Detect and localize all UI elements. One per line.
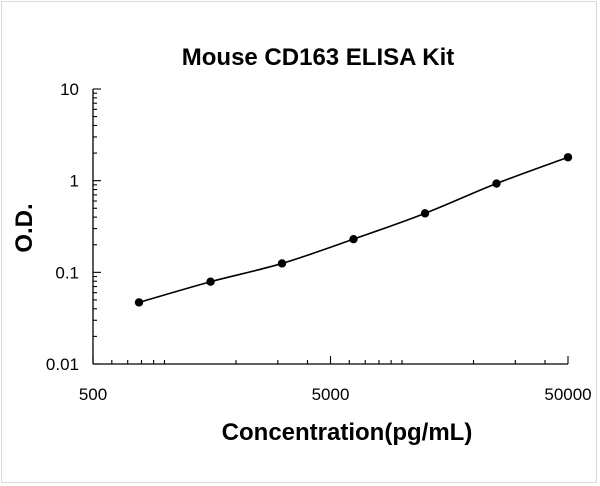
data-point	[134, 298, 144, 307]
y-tick-label: 1	[70, 172, 79, 191]
data-point	[563, 153, 573, 162]
data-point	[349, 234, 358, 244]
y-tick-label: 0.01	[46, 355, 79, 374]
data-point	[492, 179, 501, 188]
chart-title: Mouse CD163 ELISA Kit	[182, 44, 455, 71]
y-axis-ticks	[93, 88, 101, 365]
y-tick-labels: 10 1 0.1 0.01	[46, 80, 79, 374]
data-point	[420, 209, 430, 218]
y-axis-title: O.D.	[11, 203, 38, 252]
x-tick-label: 50000	[544, 385, 591, 404]
data-point	[277, 259, 287, 268]
x-axis-ticks	[92, 356, 569, 364]
data-points	[134, 153, 573, 307]
data-point	[206, 277, 215, 286]
y-tick-label: 10	[60, 80, 79, 99]
x-tick-label: 500	[79, 385, 107, 404]
x-tick-label: 5000	[312, 385, 350, 404]
x-axis-title: Concentration(pg/mL)	[222, 419, 473, 446]
fit-curve	[138, 156, 569, 304]
x-tick-labels: 500 5000 50000	[79, 385, 592, 404]
y-tick-label: 0.1	[55, 263, 79, 282]
